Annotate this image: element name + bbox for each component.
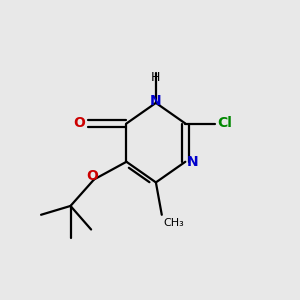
Text: O: O xyxy=(87,169,98,184)
Text: N: N xyxy=(187,155,199,169)
Text: H: H xyxy=(151,71,160,84)
Text: O: O xyxy=(74,116,85,130)
Text: Cl: Cl xyxy=(218,116,232,130)
Text: N: N xyxy=(150,94,162,108)
Text: CH₃: CH₃ xyxy=(163,218,184,228)
